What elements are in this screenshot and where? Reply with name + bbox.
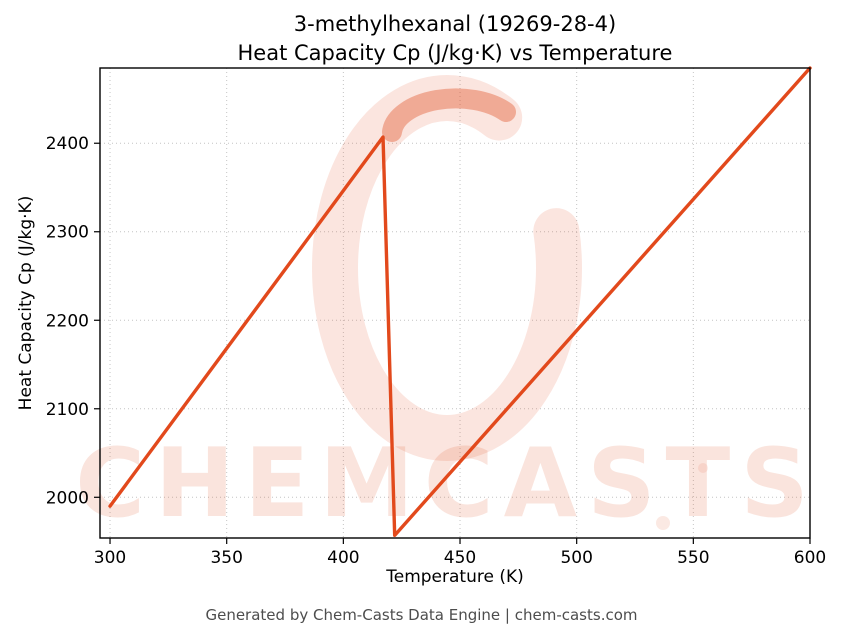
- x-tick-label: 500: [560, 548, 592, 568]
- x-tick-label: 550: [677, 548, 709, 568]
- x-tick-label: 350: [210, 548, 242, 568]
- x-tick-label: 300: [94, 548, 126, 568]
- watermark-logo-swirl-icon: [382, 88, 516, 142]
- watermark: CHEMCASTS: [75, 75, 819, 539]
- y-tick-label: 2400: [46, 134, 89, 154]
- watermark-logo-ring-icon: [312, 75, 582, 461]
- plot-frame: [99, 67, 811, 539]
- x-tick-label: 400: [327, 548, 359, 568]
- heat-capacity-line: [108, 66, 812, 538]
- watermark-splatter-icon: [656, 516, 670, 530]
- y-tick-label: 2100: [46, 400, 89, 420]
- watermark-splatter-icon: [698, 463, 708, 473]
- x-tick-label: 450: [444, 548, 476, 568]
- chart-title-line2: Heat Capacity Cp (J/kg·K) vs Temperature: [237, 40, 673, 65]
- y-tick-label: 2000: [46, 488, 89, 508]
- chart-title: 3-methylhexanal (19269-28-4) Heat Capaci…: [100, 10, 810, 68]
- y-axis-label: Heat Capacity Cp (J/kg·K): [16, 195, 36, 411]
- footer-attribution: Generated by Chem-Casts Data Engine | ch…: [205, 606, 638, 624]
- x-axis-label: Temperature (K): [386, 567, 524, 587]
- y-tick-label: 2200: [46, 311, 89, 331]
- x-tick-label: 600: [794, 548, 826, 568]
- watermark-text: CHEMCASTS: [75, 429, 819, 539]
- y-tick-label: 2300: [46, 223, 89, 243]
- chart-title-line1: 3-methylhexanal (19269-28-4): [293, 12, 617, 36]
